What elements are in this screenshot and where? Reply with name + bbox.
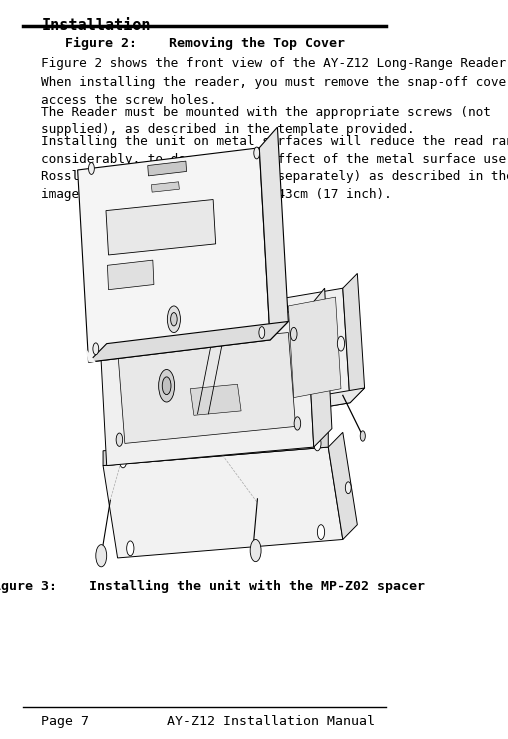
Polygon shape [107, 260, 154, 290]
Circle shape [314, 436, 321, 451]
Polygon shape [85, 347, 96, 362]
Circle shape [88, 163, 94, 174]
Polygon shape [88, 321, 289, 362]
Text: Figure 3:    Installing the unit with the MP-Z02 spacer: Figure 3: Installing the unit with the M… [0, 580, 425, 593]
Circle shape [345, 482, 351, 494]
Circle shape [171, 313, 177, 326]
Polygon shape [148, 161, 186, 176]
Circle shape [167, 306, 180, 333]
Text: Figure 2:    Removing the Top Cover: Figure 2: Removing the Top Cover [65, 37, 345, 50]
Polygon shape [100, 310, 314, 466]
Circle shape [254, 147, 260, 159]
Polygon shape [343, 273, 365, 403]
Text: When installing the reader, you must remove the snap-off cover to
access the scr: When installing the reader, you must rem… [41, 76, 508, 106]
Circle shape [93, 343, 99, 355]
Polygon shape [78, 148, 270, 362]
Polygon shape [103, 447, 343, 558]
Circle shape [162, 377, 171, 395]
Polygon shape [151, 182, 179, 192]
Text: Page 7: Page 7 [41, 715, 89, 729]
Text: AY-Z12 Installation Manual: AY-Z12 Installation Manual [168, 715, 375, 729]
Polygon shape [106, 200, 216, 255]
Circle shape [158, 370, 175, 402]
Circle shape [259, 327, 265, 338]
Circle shape [126, 541, 134, 556]
Polygon shape [284, 388, 365, 414]
Circle shape [96, 545, 107, 567]
Polygon shape [259, 127, 289, 340]
Polygon shape [190, 384, 241, 415]
Text: Installation: Installation [41, 18, 151, 33]
Polygon shape [277, 288, 350, 414]
Circle shape [337, 336, 344, 351]
Circle shape [250, 539, 261, 562]
Text: Figure 2 shows the front view of the AY-Z12 Long-Range Reader.: Figure 2 shows the front view of the AY-… [41, 57, 508, 70]
Circle shape [294, 417, 301, 430]
Text: Installing the unit on metal surfaces will reduce the read range
considerably, t: Installing the unit on metal surfaces wi… [41, 135, 508, 201]
Polygon shape [289, 297, 341, 398]
Circle shape [119, 453, 126, 468]
Polygon shape [306, 288, 332, 447]
Text: The Reader must be mounted with the appropriate screws (not
supplied), as descri: The Reader must be mounted with the appr… [41, 106, 491, 136]
Polygon shape [328, 432, 357, 539]
Polygon shape [117, 333, 296, 443]
Circle shape [115, 345, 121, 358]
Polygon shape [103, 432, 328, 466]
Circle shape [318, 525, 325, 539]
Circle shape [360, 431, 365, 441]
Circle shape [291, 327, 297, 341]
Circle shape [116, 433, 122, 446]
